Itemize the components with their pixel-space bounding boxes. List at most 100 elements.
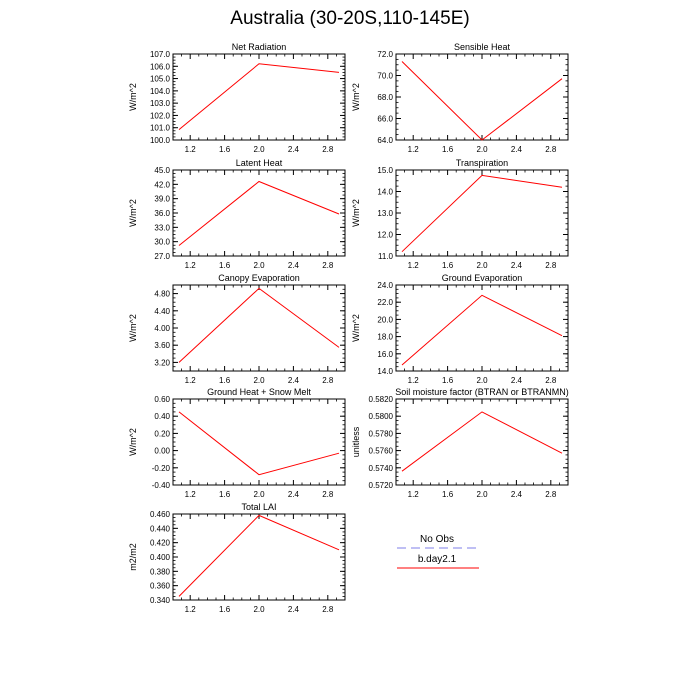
x-tick-label: 2.8 [322, 261, 334, 270]
chart-panel: Net Radiation W/m^2 1.2 1.6 2.0 2.4 2.8 100.0 10… [128, 42, 346, 154]
y-axis-label: W/m^2 [128, 199, 138, 227]
series-line [178, 514, 340, 597]
panel-title: Transpiration [456, 158, 508, 168]
plot-frame [172, 53, 346, 141]
x-tick-label: 2.8 [322, 376, 334, 385]
x-tick-label: 2.4 [288, 376, 300, 385]
y-tick-label: 30.0 [154, 238, 170, 247]
y-axis-label: W/m^2 [351, 314, 361, 342]
y-tick-label: 13.0 [377, 209, 393, 218]
y-tick-label: 0.5820 [369, 395, 394, 404]
y-tick-label: 18.0 [377, 333, 393, 342]
y-tick-label: 39.0 [154, 195, 170, 204]
y-tick-label: 101.0 [150, 124, 171, 133]
y-axis-label: W/m^2 [128, 314, 138, 342]
y-tick-label: 0.5760 [369, 447, 394, 456]
x-tick-label: 2.4 [288, 605, 300, 614]
x-tick-label: 2.8 [322, 145, 334, 154]
y-axis-label: unitless [351, 426, 361, 457]
y-tick-label: 33.0 [154, 223, 170, 232]
x-tick-label: 2.0 [253, 490, 265, 499]
chart-panel: Latent Heat W/m^2 1.2 1.6 2.0 2.4 2.8 27.0 30.0 3… [128, 158, 346, 270]
page-title: Australia (30-20S,110-145E) [230, 8, 470, 29]
x-tick-label: 2.0 [476, 145, 488, 154]
x-tick-label: 1.2 [185, 261, 197, 270]
y-tick-label: 105.0 [150, 75, 171, 84]
y-tick-label: 3.20 [154, 358, 170, 367]
y-axis-label: W/m^2 [128, 83, 138, 111]
y-tick-label: -0.40 [152, 481, 171, 490]
x-tick-label: 1.6 [442, 145, 454, 154]
y-tick-label: 36.0 [154, 209, 170, 218]
chart-panel: Ground Evaporation W/m^2 1.2 1.6 2.0 2.4 2.8 14… [351, 273, 569, 385]
chart-panel: Sensible Heat W/m^2 1.2 1.6 2.0 2.4 2.8 64.0 66.… [351, 42, 569, 154]
series-line [178, 63, 340, 130]
chart-panel: Transpiration W/m^2 1.2 1.6 2.0 2.4 2.8 11.0 12.… [351, 158, 569, 270]
x-tick-label: 1.2 [185, 605, 197, 614]
chart-panel: Canopy Evaporation W/m^2 1.2 1.6 2.0 2.4 2.8 3.… [128, 273, 346, 385]
y-tick-label: 0.5800 [369, 412, 394, 421]
y-tick-label: 3.60 [154, 341, 170, 350]
panel-title: Canopy Evaporation [218, 273, 300, 283]
series-line [178, 411, 340, 476]
y-tick-label: 11.0 [378, 252, 394, 261]
x-tick-label: 2.0 [476, 376, 488, 385]
y-tick-label: 14.0 [377, 367, 393, 376]
legend-model-label: b.day2.1 [418, 554, 457, 565]
x-tick-label: 1.2 [408, 261, 420, 270]
legend-obs-label: No Obs [420, 534, 454, 545]
y-tick-label: 24.0 [377, 281, 393, 290]
x-tick-label: 2.4 [288, 261, 300, 270]
y-tick-label: 0.5780 [369, 429, 394, 438]
x-tick-label: 1.6 [219, 376, 231, 385]
x-tick-label: 2.4 [288, 490, 300, 499]
y-tick-label: 0.5720 [369, 481, 394, 490]
y-axis-label: m2/m2 [128, 543, 138, 571]
x-tick-label: 1.6 [442, 490, 454, 499]
x-tick-label: 2.0 [253, 605, 265, 614]
y-tick-label: 104.0 [150, 87, 171, 96]
y-tick-label: 72.0 [377, 50, 393, 59]
series-line [178, 180, 340, 246]
series-line [401, 61, 563, 141]
y-tick-label: 4.40 [154, 307, 170, 316]
x-tick-label: 2.8 [545, 490, 557, 499]
y-tick-label: 0.00 [154, 447, 170, 456]
y-tick-label: 20.0 [377, 315, 393, 324]
plot-frame [172, 284, 346, 372]
x-tick-label: 1.6 [442, 376, 454, 385]
panel-title: Ground Heat + Snow Melt [207, 387, 311, 397]
y-tick-label: 4.00 [154, 324, 170, 333]
y-axis-label: W/m^2 [351, 83, 361, 111]
y-tick-label: 22.0 [377, 298, 393, 307]
plot-frame [172, 169, 346, 257]
x-tick-label: 2.8 [545, 145, 557, 154]
x-tick-label: 2.8 [545, 261, 557, 270]
y-tick-label: 102.0 [150, 111, 171, 120]
x-tick-label: 1.2 [185, 376, 197, 385]
y-tick-label: 12.0 [377, 231, 393, 240]
y-tick-label: 0.380 [150, 567, 171, 576]
y-tick-label: 107.0 [150, 50, 171, 59]
y-tick-label: 27.0 [154, 252, 170, 261]
x-tick-label: 1.6 [219, 605, 231, 614]
y-tick-label: 15.0 [377, 166, 393, 175]
x-tick-label: 1.6 [442, 261, 454, 270]
panel-title: Total LAI [241, 502, 276, 512]
y-tick-label: 0.5740 [369, 464, 394, 473]
y-tick-label: 106.0 [150, 62, 171, 71]
series-line [178, 287, 340, 363]
x-tick-label: 2.0 [476, 490, 488, 499]
y-tick-label: 0.360 [150, 582, 171, 591]
x-tick-label: 1.2 [408, 490, 420, 499]
x-tick-label: 1.6 [219, 145, 231, 154]
x-tick-label: 1.6 [219, 490, 231, 499]
y-tick-label: 4.80 [154, 290, 170, 299]
y-tick-label: 70.0 [377, 72, 393, 81]
y-tick-label: 103.0 [150, 99, 171, 108]
y-tick-label: 45.0 [154, 166, 170, 175]
plot-frame [172, 513, 346, 601]
panel-title: Net Radiation [232, 42, 287, 52]
y-tick-label: 0.460 [150, 510, 171, 519]
x-tick-label: 1.2 [408, 145, 420, 154]
